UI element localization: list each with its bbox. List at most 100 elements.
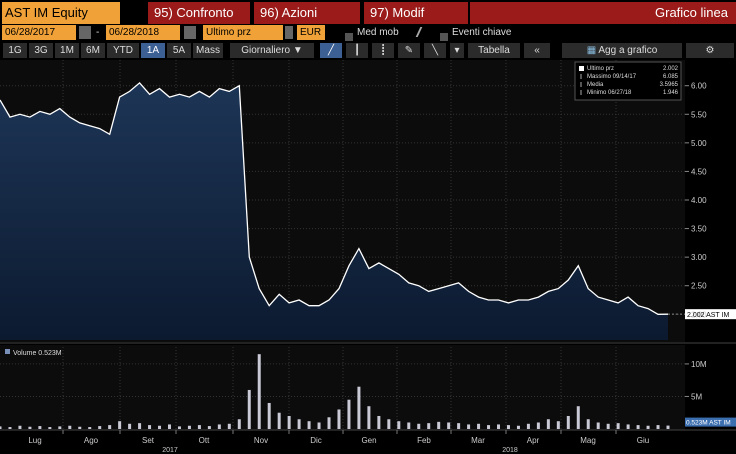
range-button[interactable]: 1G [3, 43, 27, 58]
volume-bar [516, 425, 520, 429]
volume-bar [58, 426, 62, 429]
y-tick-label: 2.00 [691, 310, 707, 319]
volume-bar [148, 425, 152, 429]
volume-bar [417, 423, 421, 429]
range-button[interactable]: 6M [81, 43, 105, 58]
volume-bar [18, 425, 22, 429]
view-title[interactable]: Grafico linea [470, 2, 736, 24]
axis-panel [685, 60, 736, 430]
range-button[interactable]: YTD [107, 43, 139, 58]
price-area [0, 82, 668, 341]
volume-bar [387, 419, 391, 429]
range-button[interactable]: 1M [55, 43, 79, 58]
volume-bar [138, 423, 142, 429]
volume-panel [0, 345, 685, 430]
add-label: Agg a grafico [598, 45, 658, 56]
y-tick-label: 3.00 [691, 253, 707, 262]
candle-icon[interactable]: ┋ [372, 43, 394, 58]
pencil-tool[interactable]: ✎ [398, 43, 420, 58]
volume-bar [207, 426, 211, 429]
volume-bar [447, 422, 451, 429]
start-date[interactable]: 06/28/2017 [2, 25, 76, 40]
table-button[interactable]: Tabella [468, 43, 520, 58]
volume-bar [337, 409, 341, 429]
volume-bar [656, 425, 660, 429]
x-tick-label: Mag [580, 436, 596, 445]
volume-bar [497, 424, 501, 429]
volume-bar [377, 415, 381, 429]
volume-bar [158, 425, 162, 429]
volume-bar [287, 415, 291, 429]
volume-bar [546, 419, 550, 429]
ticker-field[interactable]: AST IM Equity [2, 2, 120, 24]
checkbox[interactable] [440, 28, 448, 46]
x-tick-label: Feb [417, 436, 431, 445]
volume-bar [247, 389, 251, 429]
volume-bar [646, 425, 650, 429]
volume-bar [367, 406, 371, 429]
tool-dropdown[interactable]: ▾ [450, 43, 464, 58]
calendar-icon[interactable] [79, 26, 91, 39]
add-to-chart-button[interactable]: ▦ Agg a grafico [562, 43, 682, 58]
volume-bar [457, 423, 461, 429]
volume-bar [576, 406, 580, 429]
volume-bar [536, 422, 540, 429]
price-line [0, 81, 669, 315]
calendar-icon[interactable] [184, 26, 196, 39]
line-chart-icon[interactable]: ╱ [320, 43, 342, 58]
tab[interactable]: 97) Modif [364, 2, 468, 24]
volume-bar [197, 425, 201, 429]
volume-bar [177, 426, 181, 429]
x-tick-label: Set [142, 436, 155, 445]
y-tick-label: 10M [691, 360, 707, 369]
volume-legend-swatch [5, 349, 10, 354]
x-tick-label: Apr [527, 436, 540, 445]
volume-bar [108, 425, 112, 429]
end-date[interactable]: 06/28/2018 [106, 25, 180, 40]
volume-bar [407, 422, 411, 429]
collapse-button[interactable]: « [524, 43, 550, 58]
volume-bar [307, 421, 311, 429]
x-tick-label: Mar [471, 436, 485, 445]
tab[interactable]: 96) Azioni [254, 2, 360, 24]
chart: Lug Ago Set Ott Nov Dic Gen Feb Mar Apr Mag Giu 2017… [0, 60, 736, 454]
range-button[interactable]: 1A [141, 43, 165, 58]
volume-bar [38, 426, 42, 429]
draw-tool[interactable]: ╲ [424, 43, 446, 58]
range-button[interactable]: Mass [193, 43, 223, 58]
field-select[interactable]: Ultimo prz [203, 25, 283, 40]
settings-button[interactable]: ⚙ [686, 43, 734, 58]
legend-value: 1.946 [663, 90, 679, 96]
range-button[interactable]: 3G [29, 43, 53, 58]
x-tick-label: Dic [310, 436, 322, 445]
range-button[interactable]: 5A [167, 43, 191, 58]
pencil-icon[interactable] [415, 27, 429, 37]
volume-bar [327, 417, 331, 429]
volume-bar [48, 427, 52, 429]
volume-bar [586, 419, 590, 429]
volume-bar [257, 354, 261, 429]
volume-bar [616, 423, 620, 429]
currency-select[interactable]: EUR [297, 25, 325, 40]
dropdown-icon[interactable] [285, 26, 293, 39]
volume-bar [636, 425, 640, 429]
legend-label: Ultimo prz [587, 66, 614, 72]
checkbox[interactable] [345, 28, 353, 46]
volume-bar [606, 423, 610, 429]
volume-bar [666, 425, 670, 429]
legend-value: 3.5965 [660, 82, 679, 88]
y-tick-label: 5.00 [691, 139, 707, 148]
volume-bar [68, 425, 72, 429]
volume-bar [297, 419, 301, 429]
x-tick-label: Ago [84, 436, 99, 445]
volume-bar [487, 425, 491, 429]
volume-bar [267, 402, 271, 429]
volume-bar [566, 415, 570, 429]
moving-avg-label[interactable]: Med mob [357, 27, 399, 38]
events-label[interactable]: Eventi chiave [452, 27, 512, 38]
periodicity-select[interactable]: Giornaliero ▼ [230, 43, 314, 58]
volume-bar [128, 423, 132, 429]
volume-bar [467, 424, 471, 429]
tab[interactable]: 95) Confronto [148, 2, 250, 24]
bar-chart-icon[interactable]: ┃ [346, 43, 368, 58]
